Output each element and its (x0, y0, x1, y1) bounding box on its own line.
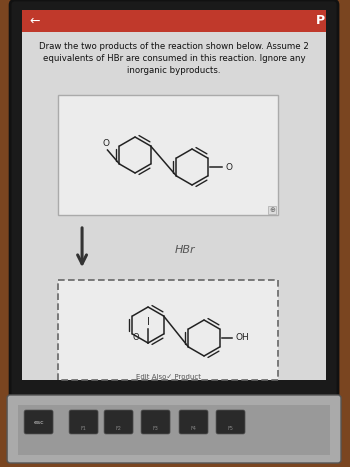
Text: OH: OH (235, 333, 249, 342)
Text: O: O (103, 139, 110, 148)
Bar (58, 95, 278, 215)
FancyBboxPatch shape (216, 410, 245, 434)
FancyBboxPatch shape (104, 410, 133, 434)
Text: P: P (315, 14, 324, 28)
Text: F5: F5 (228, 425, 233, 431)
Text: O: O (225, 163, 232, 171)
Text: ←: ← (30, 14, 40, 28)
Text: F3: F3 (153, 425, 159, 431)
Bar (18, 405, 330, 455)
Text: F1: F1 (80, 425, 86, 431)
FancyBboxPatch shape (69, 410, 98, 434)
Text: Edit Also✓ Product: Edit Also✓ Product (135, 374, 201, 380)
Text: esc: esc (33, 419, 44, 425)
Bar (22, 10, 326, 32)
FancyBboxPatch shape (179, 410, 208, 434)
Text: O: O (133, 333, 139, 341)
FancyBboxPatch shape (141, 410, 170, 434)
Text: F2: F2 (116, 425, 121, 431)
Text: F4: F4 (191, 425, 196, 431)
FancyBboxPatch shape (24, 410, 53, 434)
Text: HBr: HBr (175, 245, 195, 255)
Bar (22, 10, 326, 380)
Text: Draw the two products of the reaction shown below. Assume 2
equivalents of HBr a: Draw the two products of the reaction sh… (39, 42, 309, 75)
Text: I: I (147, 317, 149, 327)
FancyBboxPatch shape (7, 395, 341, 463)
FancyBboxPatch shape (10, 0, 338, 400)
Text: ⊕: ⊕ (269, 207, 275, 213)
FancyBboxPatch shape (58, 280, 278, 380)
